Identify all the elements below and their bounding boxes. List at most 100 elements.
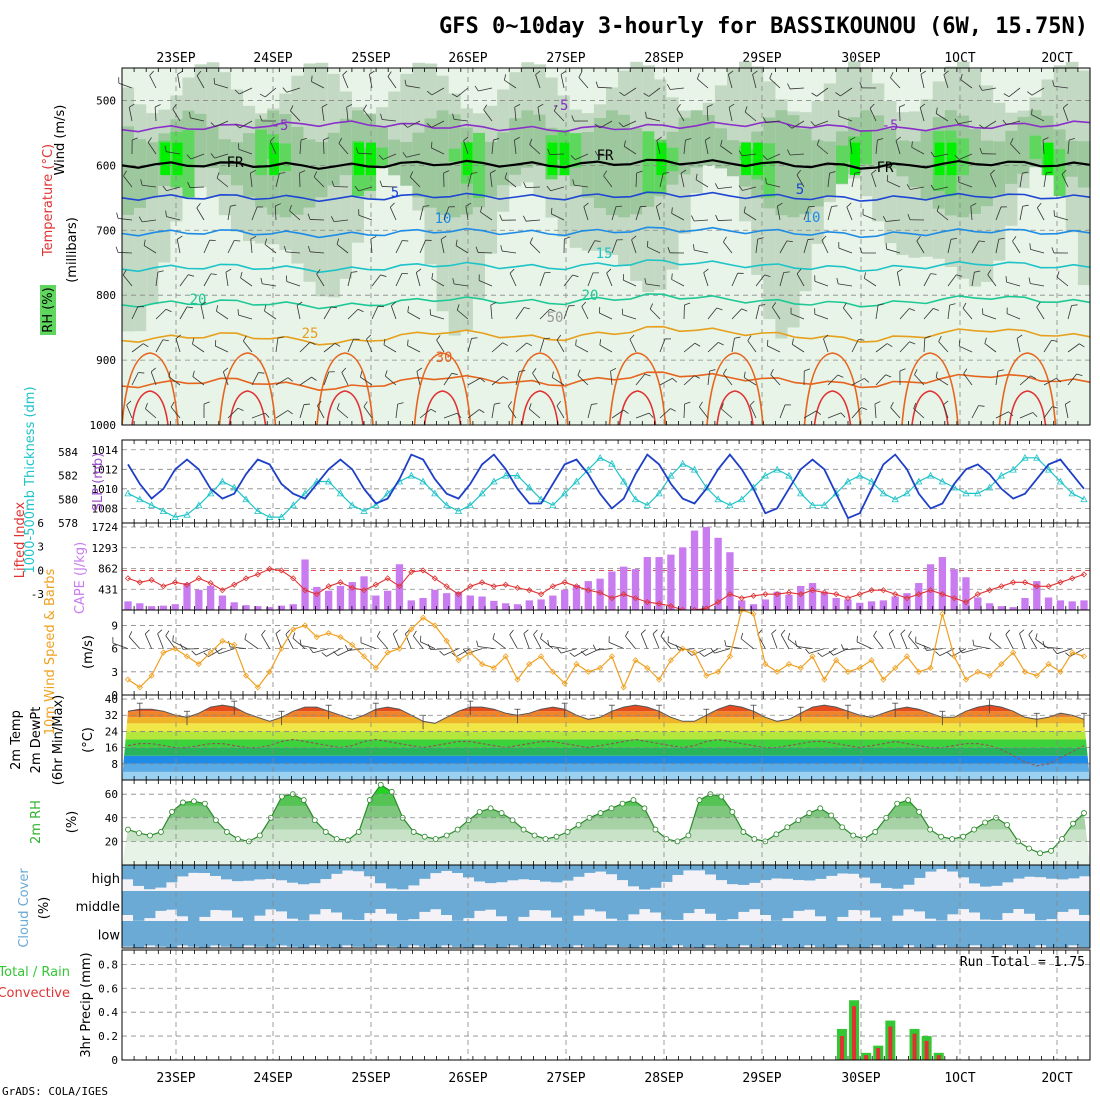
cape-bar <box>431 589 439 610</box>
y-tick-label: 9 <box>111 619 118 632</box>
cloud-cell <box>947 891 959 915</box>
cape-bar <box>702 527 710 610</box>
wind-barb-flag <box>728 70 734 75</box>
wind-barb <box>1042 140 1045 155</box>
wind-barb <box>988 637 1002 649</box>
wind-barb <box>1005 634 1014 649</box>
wind-barb <box>770 374 781 386</box>
wind-speed-point <box>195 661 202 668</box>
wind-barb-flag <box>528 403 532 410</box>
wind-barb <box>192 376 205 386</box>
wind-speed-point <box>514 676 521 683</box>
wind-barb-flag <box>423 205 430 207</box>
wind-barb-flag <box>360 371 363 378</box>
wind-speed-point <box>644 664 651 672</box>
isotherm-label: 50 <box>547 310 564 326</box>
wind-barb-flag <box>1052 648 1058 654</box>
wind-barb-flag <box>759 304 766 306</box>
wind-barb <box>200 305 205 320</box>
wind-barb-flag <box>765 177 767 184</box>
wind-barb-flag <box>405 629 411 635</box>
rh2m-point <box>927 826 934 833</box>
wind-barb <box>227 240 235 254</box>
thickness-point <box>1009 465 1017 473</box>
cloud-cell <box>683 891 695 914</box>
cloud-cell <box>980 865 992 887</box>
wind-barb <box>982 314 997 320</box>
wind-barb-flag <box>858 339 865 341</box>
wind-barb <box>1008 87 1021 97</box>
wind-barb-flag <box>1029 243 1031 250</box>
warm-contour <box>511 352 569 426</box>
lifted-index-point <box>172 579 179 586</box>
cloud-cell <box>452 891 464 921</box>
thickness-point <box>985 483 994 491</box>
cloud-cell <box>562 865 574 881</box>
wind-barb-flag <box>859 247 863 254</box>
wind-barb-flag <box>334 343 341 347</box>
wind-barb <box>179 274 189 287</box>
wind-barb-flag <box>407 339 409 346</box>
cloud-cell <box>903 891 915 910</box>
rh-shade <box>412 132 426 198</box>
lifted-index-point <box>360 587 368 594</box>
wind-barb <box>827 206 832 221</box>
cloud-cell <box>804 865 816 881</box>
cloud-cell <box>826 921 838 948</box>
cloud-cell <box>914 921 926 948</box>
date-label-bottom: 26SEP <box>448 1071 487 1086</box>
wind-barb-flag <box>282 87 287 93</box>
rh-shade <box>547 142 558 176</box>
cloud-cell <box>507 891 519 921</box>
cloud-row-label: low <box>98 929 121 944</box>
wind-barb-flag <box>317 400 322 406</box>
rh2m-point <box>377 781 384 788</box>
wind-barb-flag <box>336 238 340 245</box>
wind-barb-flag <box>888 629 894 635</box>
wind-barb-flag <box>1056 271 1060 278</box>
cloud-cell <box>463 865 475 878</box>
rh2m-point <box>773 831 780 838</box>
wind-barb-flag <box>978 240 985 243</box>
y-tick-label: 578 <box>58 517 78 530</box>
precip-conv-bar <box>888 1026 893 1060</box>
cloud-cell <box>430 865 442 874</box>
lifted-index-point <box>549 583 556 590</box>
cloud-cell <box>441 891 453 916</box>
date-label-top: 30SEP <box>841 51 880 66</box>
wind-barb-flag <box>666 83 671 90</box>
wind-barb <box>911 146 925 155</box>
wind-barb <box>923 308 934 320</box>
cape-bar <box>324 590 333 610</box>
thickness-point <box>726 501 734 509</box>
wind-barb-flag <box>277 336 284 339</box>
wind-barb <box>478 280 493 287</box>
wind-barb-flag <box>933 308 939 311</box>
cape-bar <box>1056 600 1065 610</box>
wind-barb-flag <box>1052 406 1059 409</box>
cape-bar <box>690 530 699 610</box>
cloud-cell <box>1079 921 1091 948</box>
rh2m-point <box>213 817 219 824</box>
wind-barb-flag <box>958 647 963 654</box>
wind-barb <box>752 74 757 89</box>
cape-bar <box>206 585 215 610</box>
cloud-cell <box>782 891 794 919</box>
wind-barb-flag <box>623 409 629 414</box>
wind-barb <box>341 372 349 386</box>
wind-barb <box>192 343 205 353</box>
cloud-cell <box>881 865 893 888</box>
wind-barb <box>238 314 253 320</box>
warm-contour <box>706 352 764 426</box>
wind-barb <box>707 307 718 320</box>
rh2m-point <box>1004 821 1010 828</box>
y-tick-label: 1014 <box>92 444 119 457</box>
cloud-cell <box>727 921 739 948</box>
wind-barb <box>431 87 445 96</box>
wind-barb <box>987 274 997 287</box>
rh-shade <box>303 139 317 208</box>
rh-shade <box>956 138 970 176</box>
cloud-cell <box>144 921 156 946</box>
date-label-top: 27SEP <box>546 51 585 66</box>
isotherm-label: 20 <box>582 288 599 304</box>
